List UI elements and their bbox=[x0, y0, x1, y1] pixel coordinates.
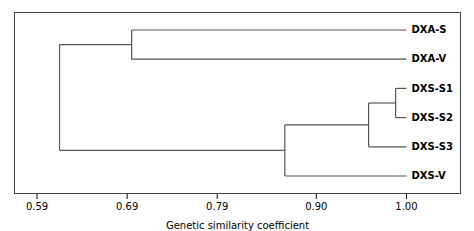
svg-text:DXS-V: DXS-V bbox=[411, 170, 446, 181]
svg-text:0.59: 0.59 bbox=[26, 201, 48, 212]
svg-text:1.00: 1.00 bbox=[395, 201, 417, 212]
svg-text:0.79: 0.79 bbox=[206, 201, 228, 212]
svg-text:DXA-S: DXA-S bbox=[411, 24, 446, 35]
svg-text:DXA-V: DXA-V bbox=[411, 53, 446, 64]
svg-text:DXS-S1: DXS-S1 bbox=[411, 83, 453, 94]
svg-text:0.90: 0.90 bbox=[305, 201, 327, 212]
svg-text:DXS-S2: DXS-S2 bbox=[411, 112, 453, 123]
svg-text:DXS-S3: DXS-S3 bbox=[411, 141, 453, 152]
svg-text:Genetic similarity coefficient: Genetic similarity coefficient bbox=[166, 220, 309, 231]
svg-text:0.69: 0.69 bbox=[116, 201, 138, 212]
